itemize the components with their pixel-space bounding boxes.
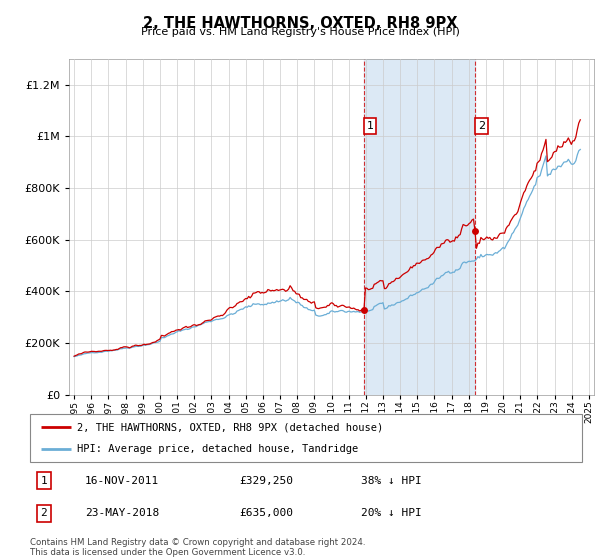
- Text: 23-MAY-2018: 23-MAY-2018: [85, 508, 160, 519]
- Text: 1: 1: [40, 475, 47, 486]
- FancyBboxPatch shape: [30, 414, 582, 462]
- Bar: [364, 59, 475, 395]
- Text: 2: 2: [478, 121, 485, 131]
- Text: 2: 2: [40, 508, 47, 519]
- Text: 2, THE HAWTHORNS, OXTED, RH8 9PX (detached house): 2, THE HAWTHORNS, OXTED, RH8 9PX (detach…: [77, 422, 383, 432]
- Text: 38% ↓ HPI: 38% ↓ HPI: [361, 475, 422, 486]
- Text: 16-NOV-2011: 16-NOV-2011: [85, 475, 160, 486]
- Text: 1: 1: [367, 121, 373, 131]
- Text: Contains HM Land Registry data © Crown copyright and database right 2024.
This d: Contains HM Land Registry data © Crown c…: [30, 538, 365, 557]
- Text: 20% ↓ HPI: 20% ↓ HPI: [361, 508, 422, 519]
- Text: £329,250: £329,250: [240, 475, 294, 486]
- Text: 2, THE HAWTHORNS, OXTED, RH8 9PX: 2, THE HAWTHORNS, OXTED, RH8 9PX: [143, 16, 457, 31]
- Text: HPI: Average price, detached house, Tandridge: HPI: Average price, detached house, Tand…: [77, 444, 358, 454]
- Text: Price paid vs. HM Land Registry's House Price Index (HPI): Price paid vs. HM Land Registry's House …: [140, 27, 460, 37]
- Text: £635,000: £635,000: [240, 508, 294, 519]
